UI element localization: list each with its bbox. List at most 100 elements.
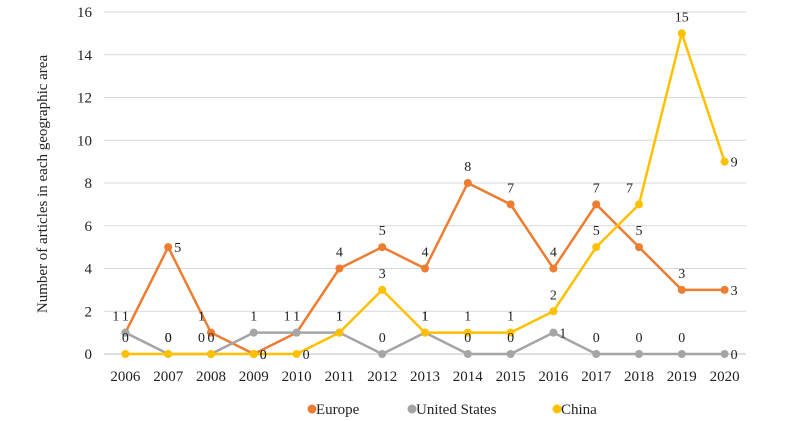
legend-label: Europe xyxy=(316,402,360,418)
data-point xyxy=(378,243,387,252)
data-point xyxy=(506,350,515,358)
data-label: 0 xyxy=(636,331,643,346)
data-point xyxy=(549,264,558,273)
y-axis-ticks: 0 2 4 6 8 10 12 14 16 xyxy=(77,5,93,363)
data-label: 0 xyxy=(260,348,267,363)
data-point xyxy=(677,285,686,294)
data-label: 4 xyxy=(422,246,429,261)
series-line-2 xyxy=(125,32,726,356)
data-point xyxy=(592,243,601,252)
legend-label: China xyxy=(561,402,597,418)
data-point xyxy=(421,264,429,273)
data-label: 5 xyxy=(636,224,643,239)
data-point xyxy=(463,179,472,187)
x-tick-label: 2020 xyxy=(710,369,740,385)
legend-marker xyxy=(552,404,562,414)
data-point xyxy=(249,328,258,337)
data-label: 9 xyxy=(731,156,738,171)
data-label: 15 xyxy=(675,10,689,25)
data-label: 1 xyxy=(464,310,471,325)
data-point xyxy=(207,350,215,358)
data-point xyxy=(635,350,643,358)
y-tick-label: 8 xyxy=(85,176,93,192)
data-point xyxy=(635,200,643,209)
data-point xyxy=(121,350,130,358)
data-label: 0 xyxy=(731,348,738,363)
data-point xyxy=(292,350,301,358)
data-label: 0 xyxy=(260,348,267,363)
data-label: 0 xyxy=(208,331,215,346)
y-tick-label: 6 xyxy=(85,219,93,235)
data-label: 3 xyxy=(731,284,738,299)
x-tick-label: 2010 xyxy=(282,369,312,385)
legend: Europe United States China xyxy=(307,402,597,418)
data-label: 7 xyxy=(626,181,633,196)
data-label: 1 xyxy=(122,310,129,325)
y-tick-label: 2 xyxy=(85,304,93,320)
data-label: 1 xyxy=(336,310,343,325)
data-point xyxy=(378,285,387,294)
data-point xyxy=(720,350,729,358)
legend-label: United States xyxy=(416,402,497,418)
data-label: 0 xyxy=(198,331,205,346)
x-tick-label: 2009 xyxy=(239,369,269,385)
data-point xyxy=(207,328,215,337)
y-tick-label: 4 xyxy=(85,262,93,278)
y-tick-label: 14 xyxy=(77,48,93,64)
data-point xyxy=(421,328,429,337)
y-tick-label: 16 xyxy=(77,5,93,21)
data-point xyxy=(292,328,301,337)
series-group xyxy=(121,29,729,358)
data-label: 1 xyxy=(559,327,566,342)
data-label: 0 xyxy=(464,331,471,346)
x-tick-label: 2011 xyxy=(325,369,354,385)
data-point xyxy=(506,200,515,209)
x-tick-label: 2006 xyxy=(110,369,141,385)
data-label: 1 xyxy=(422,310,429,325)
data-point xyxy=(635,243,643,252)
data-label: 0 xyxy=(379,331,386,346)
data-label: 1 xyxy=(336,310,343,325)
y-tick-label: 10 xyxy=(77,133,92,149)
data-point xyxy=(164,350,173,358)
data-label: 0 xyxy=(165,331,172,346)
data-label: 0 xyxy=(303,348,310,363)
data-label: 1 xyxy=(112,310,119,325)
x-tick-label: 2014 xyxy=(453,369,484,385)
data-label: 0 xyxy=(593,331,600,346)
data-label: 1 xyxy=(507,310,514,325)
data-label: 1 xyxy=(422,310,429,325)
x-tick-label: 2018 xyxy=(624,369,654,385)
data-point xyxy=(549,307,558,316)
data-label: 0 xyxy=(122,331,129,346)
data-label: 1 xyxy=(293,310,300,325)
data-label: 3 xyxy=(379,267,386,282)
x-tick-label: 2017 xyxy=(581,369,612,385)
data-label: 5 xyxy=(174,241,181,256)
y-tick-label: 0 xyxy=(85,347,93,363)
data-point xyxy=(121,328,130,337)
data-point xyxy=(335,264,344,273)
data-point xyxy=(249,350,258,358)
x-tick-label: 2016 xyxy=(538,369,569,385)
x-axis-ticks: 2006 2007 2008 2009 2010 2011 2012 2013 2014 2015… xyxy=(110,369,739,385)
legend-marker xyxy=(307,404,317,414)
data-label: 7 xyxy=(593,181,600,196)
data-point xyxy=(463,350,472,358)
data-point xyxy=(592,350,601,358)
data-label: 5 xyxy=(379,224,386,239)
data-label: 7 xyxy=(507,181,514,196)
data-point xyxy=(677,29,686,38)
data-label: 4 xyxy=(336,246,343,261)
x-tick-label: 2019 xyxy=(667,369,697,385)
data-label: 5 xyxy=(593,224,600,239)
data-point xyxy=(378,350,387,358)
data-point xyxy=(720,157,729,166)
gridlines xyxy=(104,11,746,312)
data-point xyxy=(720,285,729,294)
data-point xyxy=(506,328,515,337)
data-label: 1 xyxy=(198,310,205,325)
data-label: 0 xyxy=(678,331,685,346)
data-label: 1 xyxy=(250,310,257,325)
